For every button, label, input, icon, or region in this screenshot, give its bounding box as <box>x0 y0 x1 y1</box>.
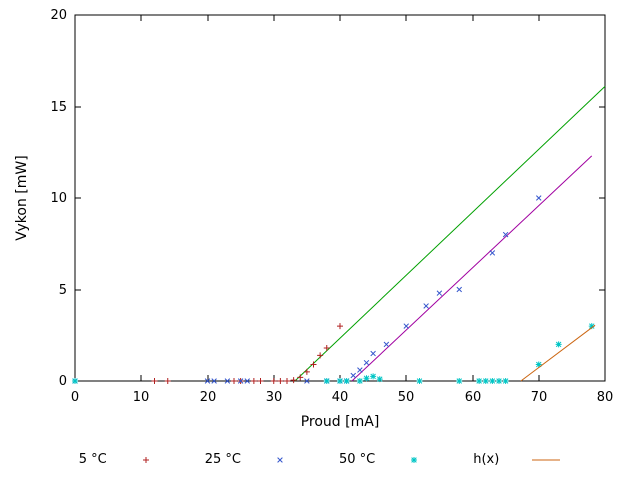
x-tick-label: 0 <box>71 390 79 405</box>
x-tick-label: 60 <box>465 390 482 405</box>
y-tick-label: 5 <box>59 283 67 298</box>
legend-label: h(x) <box>473 452 500 467</box>
legend-sample-line <box>532 459 561 460</box>
legend-sample-asterisk-icon <box>411 456 418 463</box>
fit-25C-line <box>351 155 593 382</box>
y-tick-label: 20 <box>50 8 67 23</box>
x-axis-label: Proud [mA] <box>300 414 380 430</box>
y-tick-label: 0 <box>59 374 67 389</box>
x-tick-label: 20 <box>200 390 217 405</box>
x-tick-label: 50 <box>398 390 415 405</box>
legend-item: 50 °C <box>339 452 421 467</box>
x-tick-label: 80 <box>597 390 614 405</box>
legend-sample-plus-icon <box>142 456 149 463</box>
tick-marks <box>74 14 606 382</box>
series-3-line <box>520 324 596 382</box>
legend-item: h(x) <box>473 452 561 467</box>
x-tick-label: 40 <box>332 390 349 405</box>
legend-label: 50 °C <box>338 452 376 467</box>
legend-item: 25 °C <box>205 452 287 467</box>
tick-labels: 0 10 20 30 40 50 60 70 80 0 5 10 15 20 <box>50 8 613 405</box>
y-tick-label: 15 <box>50 100 67 115</box>
fit-5C-line <box>294 86 606 382</box>
y-axis-label: Vykon [mW] <box>14 155 30 241</box>
legend-sample-cross-icon <box>277 456 283 463</box>
series-0-points <box>72 323 343 384</box>
x-tick-label: 10 <box>133 390 150 405</box>
legend-label: 25 °C <box>204 452 241 467</box>
legend: 5 °C 25 °C 50 °C h(x) <box>0 452 640 467</box>
x-tick-label: 30 <box>266 390 283 405</box>
legend-item: 5 °C <box>79 452 153 467</box>
series-2-points <box>72 323 595 384</box>
legend-label: 5 °C <box>78 452 107 467</box>
series-1-points <box>72 195 542 384</box>
y-tick-label: 10 <box>50 191 67 206</box>
x-tick-label: 70 <box>531 390 548 405</box>
